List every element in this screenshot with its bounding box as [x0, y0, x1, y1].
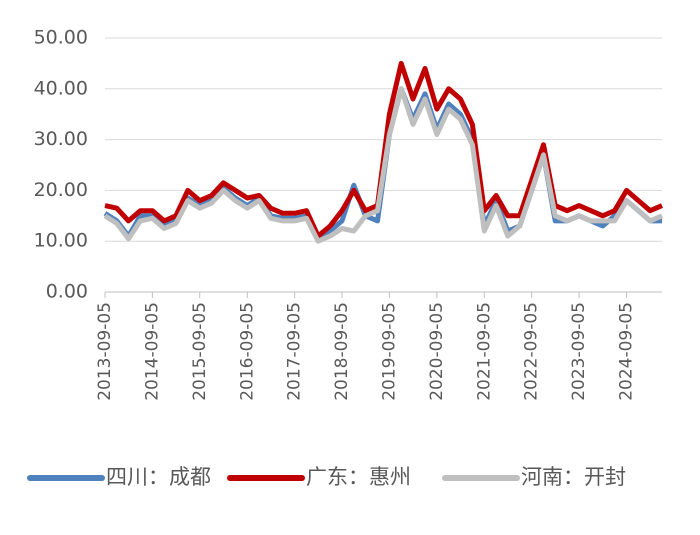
legend-label: 四川：成都: [106, 465, 211, 489]
series-line: [104, 60, 663, 239]
y-tick-label: 20.00: [34, 179, 88, 201]
x-tick-label: 2016-09-05: [237, 302, 257, 401]
x-tick-label: 2014-09-05: [142, 302, 162, 401]
y-tick-label: 0.00: [46, 281, 88, 303]
series-line: [103, 86, 663, 244]
y-tick-label: 30.00: [34, 128, 88, 150]
x-tick-label: 2015-09-05: [190, 302, 210, 401]
x-tick-label: 2021-09-05: [474, 302, 494, 401]
x-tick-label: 2022-09-05: [522, 302, 542, 401]
x-tick-label: 2018-09-05: [332, 302, 352, 401]
x-tick-label: 2019-09-05: [379, 302, 399, 401]
x-tick-label: 2013-09-05: [95, 302, 115, 401]
x-tick-label: 2023-09-05: [569, 302, 589, 401]
y-tick-label: 40.00: [34, 77, 88, 99]
x-tick-label: 2024-09-05: [617, 302, 637, 401]
legend-label: 河南：开封: [521, 465, 626, 489]
y-tick-label: 10.00: [34, 230, 88, 252]
x-tick-label: 2017-09-05: [285, 302, 305, 401]
legend-label: 广东：惠州: [306, 465, 411, 489]
x-tick-label: 2020-09-05: [427, 302, 447, 401]
y-tick-label: 50.00: [34, 27, 88, 49]
